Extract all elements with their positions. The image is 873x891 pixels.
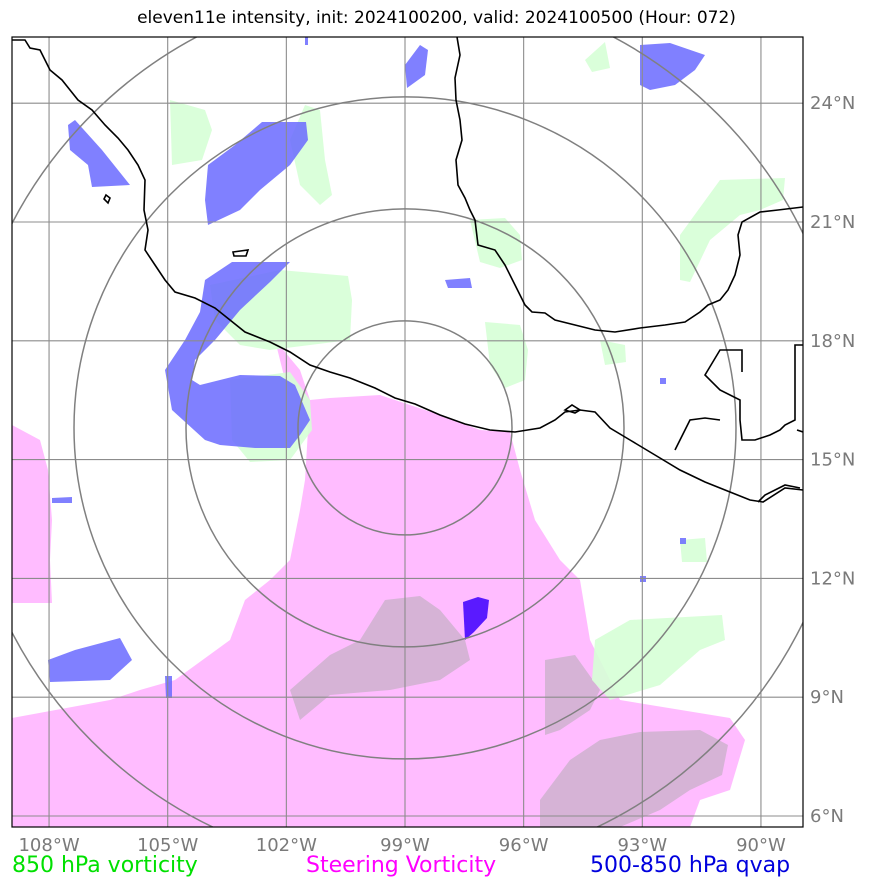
longitude-tick-label: 102°W [256,835,317,856]
latitude-tick-label: 15°N [810,450,855,471]
graticule [12,37,803,827]
longitude-tick-label: 99°W [380,835,430,856]
steering-vorticity-layer [12,340,745,827]
latitude-labels: 6°N 9°N 12°N 15°N 18°N 21°N 24°N [810,93,855,827]
longitude-tick-label: 93°W [617,835,667,856]
latitude-tick-label: 18°N [810,331,855,352]
longitude-tick-label: 105°W [137,835,198,856]
longitude-tick-label: 96°W [499,835,549,856]
latitude-tick-label: 9°N [810,687,844,708]
latitude-tick-label: 6°N [810,806,844,827]
qvap-layer [48,37,705,698]
longitude-tick-label: 108°W [18,835,79,856]
range-rings [12,37,803,827]
legend-qvap: 500-850 hPa qvap [590,853,791,878]
coastlines [12,37,803,503]
longitude-tick-label: 90°W [736,835,786,856]
latitude-tick-label: 21°N [810,212,855,233]
map-title: eleven11e intensity, init: 2024100200, v… [137,8,736,28]
legend-steering-vorticity: Steering Vorticity [306,853,497,878]
range-ring [297,320,513,536]
range-ring [73,96,737,760]
legend-850-vorticity: 850 hPa vorticity [12,853,198,878]
plot-frame [11,36,804,828]
range-ring [185,208,625,648]
latitude-tick-label: 12°N [810,568,855,589]
latitude-tick-label: 24°N [810,93,855,114]
longitude-labels: 108°W 105°W 102°W 99°W 96°W 93°W 90°W [18,835,786,856]
